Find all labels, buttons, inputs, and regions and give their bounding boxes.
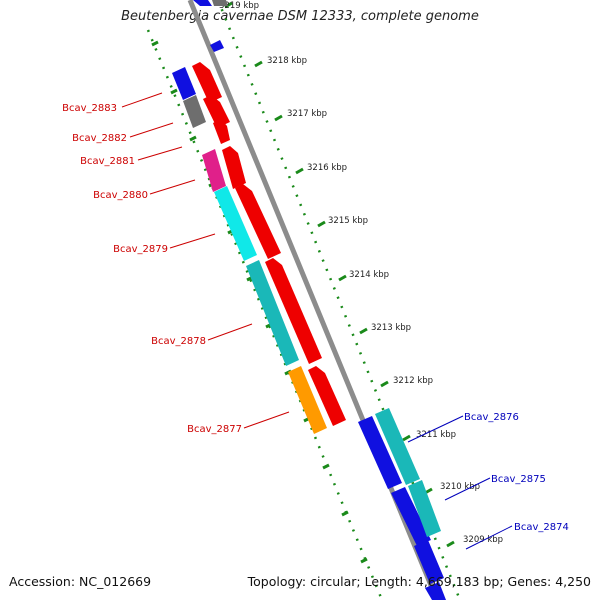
tick-label: 3215 kbp xyxy=(328,216,368,226)
tick-mark xyxy=(322,463,330,470)
tick-marks xyxy=(224,1,455,548)
cds-blue xyxy=(391,487,431,546)
tick-mark xyxy=(380,380,389,388)
leader-line xyxy=(465,525,513,550)
tick-label: 3214 kbp xyxy=(349,270,389,280)
tick-mark xyxy=(341,510,349,517)
tick-mark xyxy=(338,274,347,282)
leader-line xyxy=(407,415,464,443)
tick-mark xyxy=(402,434,411,442)
tick-label: 3219 kbp xyxy=(219,1,259,11)
tick-label: 3218 kbp xyxy=(267,56,307,66)
tick-label: 3211 kbp xyxy=(416,430,456,440)
gene-label: Bcav_2879 xyxy=(113,244,168,255)
leader-line xyxy=(169,233,216,249)
cds-red xyxy=(235,184,281,259)
cds-gray xyxy=(183,95,206,128)
tick-mark xyxy=(274,114,283,122)
tick-label: 3210 kbp xyxy=(440,482,480,492)
tick-mark xyxy=(446,540,455,548)
left-guide-track xyxy=(146,29,384,600)
cds-teal xyxy=(408,480,441,537)
tick-label: 3217 kbp xyxy=(287,109,327,119)
gene-label: Bcav_2882 xyxy=(72,133,127,144)
cds-orange xyxy=(288,366,327,434)
gene-label: Bcav_2875 xyxy=(491,474,546,485)
cds-teal xyxy=(375,408,420,485)
map-title: Beutenbergia cavernae DSM 12333, complet… xyxy=(121,9,479,24)
feature-blue-top xyxy=(193,0,212,6)
cds-blue xyxy=(425,582,446,600)
gene-label: Bcav_2876 xyxy=(464,412,519,423)
tick-mark xyxy=(151,40,159,47)
cds-blue xyxy=(358,416,402,489)
accession-label: Accession: NC_012669 xyxy=(9,574,152,589)
cds-red xyxy=(265,258,322,364)
cds-red xyxy=(308,366,346,426)
leader-line xyxy=(149,179,196,195)
red-cds-group xyxy=(192,62,346,426)
gene-label: Bcav_2878 xyxy=(151,336,206,347)
cds-red xyxy=(213,119,230,144)
cds-teal xyxy=(246,260,299,366)
tick-mark xyxy=(317,220,326,228)
gene-label: Bcav_2874 xyxy=(514,522,569,533)
gene-label: Bcav_2881 xyxy=(80,156,135,167)
cds-cyan xyxy=(214,186,257,261)
gene-label: Bcav_2877 xyxy=(187,424,242,435)
tick-mark xyxy=(254,60,263,68)
left-leaders xyxy=(121,92,290,429)
tick-label: 3213 kbp xyxy=(371,323,411,333)
tick-label: 3216 kbp xyxy=(307,163,347,173)
leader-line xyxy=(444,477,491,501)
cds-red xyxy=(203,95,230,128)
gene-label: Bcav_2883 xyxy=(62,103,117,114)
right-leaders xyxy=(407,415,513,550)
tick-mark xyxy=(359,327,368,335)
leader-line xyxy=(207,323,253,341)
leader-line xyxy=(243,411,290,429)
cds-magenta xyxy=(202,149,226,192)
cds-blue xyxy=(172,67,196,100)
gene-label: Bcav_2880 xyxy=(93,190,148,201)
leader-line xyxy=(137,146,183,161)
tick-label: 3212 kbp xyxy=(393,376,433,386)
tick-mark xyxy=(189,135,197,142)
tick-mark xyxy=(295,167,304,175)
tick-mark xyxy=(360,557,368,564)
feature-blue-small xyxy=(210,40,224,52)
feature-gray-top xyxy=(212,0,228,6)
leader-line xyxy=(121,92,163,108)
tick-mark xyxy=(224,1,233,9)
genome-summary: Topology: circular; Length: 4,669,183 bp… xyxy=(247,574,591,589)
leader-line xyxy=(129,122,174,138)
tick-mark xyxy=(170,88,178,95)
cds-red xyxy=(192,62,222,103)
cds-red xyxy=(222,146,246,189)
cds-blue xyxy=(414,540,444,584)
